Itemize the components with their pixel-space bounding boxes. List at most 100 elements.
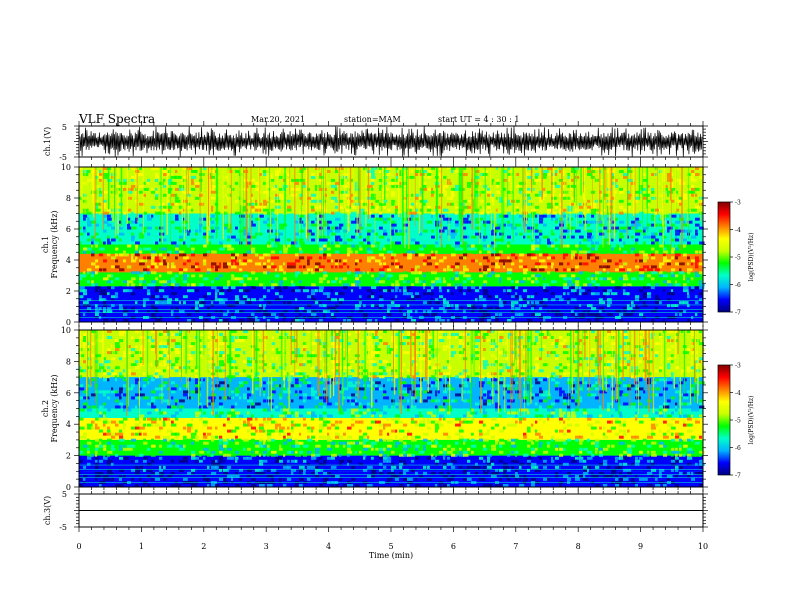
ch1-cell xyxy=(543,283,547,287)
ch1-cell xyxy=(235,277,241,281)
ch1-cell xyxy=(339,298,344,302)
ch1-cell xyxy=(311,271,315,275)
ch1-cell xyxy=(319,241,322,245)
ch2-cell xyxy=(131,336,134,339)
ch2-cell xyxy=(427,336,433,339)
ch1-cell xyxy=(443,256,447,260)
ch1-cell xyxy=(131,307,135,311)
ch1-cell xyxy=(615,178,618,182)
ch2-cell xyxy=(355,357,359,361)
ch1-cell xyxy=(439,313,443,317)
ch1-cell xyxy=(403,313,406,317)
ch2-cell xyxy=(499,351,504,355)
ch1-cell xyxy=(691,184,695,188)
ch1-cell xyxy=(387,238,391,242)
ch1-cell xyxy=(611,184,615,188)
ch1-cell xyxy=(123,307,127,311)
ch1-cell xyxy=(675,283,681,287)
ch2-cell xyxy=(475,336,480,339)
ch2-cell xyxy=(211,357,213,361)
ch1-cell xyxy=(383,214,389,218)
ch1-cell xyxy=(155,307,158,311)
ch1-cell xyxy=(251,319,256,322)
ch1-cell xyxy=(671,205,674,209)
ch2-cell xyxy=(499,372,502,376)
ch1-cell xyxy=(519,301,525,305)
ch1-cell xyxy=(463,226,467,230)
ch2-cell xyxy=(519,345,524,349)
ch1-cell xyxy=(263,301,267,305)
ch1-cell xyxy=(527,173,530,176)
ch2-cell xyxy=(115,345,121,349)
ch1-cell xyxy=(495,238,499,242)
ch1-cell xyxy=(387,277,390,281)
ch2-cell xyxy=(555,366,560,370)
ch1-cell xyxy=(147,214,150,218)
ch2-cell xyxy=(655,351,659,355)
ch1-cell xyxy=(387,304,392,308)
ch1-cell xyxy=(531,274,535,278)
ch2-cell xyxy=(179,372,183,376)
ch1-cell xyxy=(171,268,175,272)
ch1-cell xyxy=(339,190,344,194)
ch2-cell xyxy=(467,333,472,336)
ch2-cell xyxy=(667,330,672,333)
ch1-cell xyxy=(99,307,102,311)
ch1-cell xyxy=(643,193,649,197)
ch2-cell xyxy=(123,369,126,373)
ch2-cell xyxy=(159,348,162,352)
ch1-cell xyxy=(407,217,413,221)
ch1-cell xyxy=(603,268,606,272)
ch1-cell xyxy=(539,235,543,239)
ch1-cell xyxy=(223,211,228,215)
ch1-cell xyxy=(459,292,462,296)
ch2-cell xyxy=(235,339,239,343)
ch2-cell xyxy=(507,366,512,370)
ch1-cell xyxy=(543,292,547,296)
ch1-cell xyxy=(559,170,561,173)
ch2-cell xyxy=(395,375,399,379)
ch1-cell xyxy=(327,232,330,236)
ch1-cell xyxy=(483,247,488,251)
ch1-cell xyxy=(375,259,381,263)
ch1-cell xyxy=(591,220,595,224)
ch1-cell xyxy=(479,310,484,314)
ch1-cell xyxy=(363,298,368,302)
ch1-cell xyxy=(559,262,564,266)
ch1-cell xyxy=(143,286,147,290)
ch1-cell xyxy=(699,250,702,254)
ch1-cell xyxy=(159,238,162,242)
ch1-cell xyxy=(175,247,179,251)
ch1-cell xyxy=(87,214,91,218)
ch2-cell xyxy=(131,354,134,358)
ch1-cell xyxy=(499,283,504,287)
ch1-cell xyxy=(391,181,397,185)
ch1-cell xyxy=(335,292,338,296)
ch1-cell xyxy=(367,319,373,322)
ch1-cell xyxy=(131,175,137,179)
ch1-cell xyxy=(411,175,415,179)
ch1-cell xyxy=(263,295,267,299)
ch1-cell xyxy=(507,190,513,194)
ch1-cell xyxy=(399,232,405,236)
ch2-cell xyxy=(219,333,223,336)
ch2-cell xyxy=(103,375,107,379)
ch1-cell xyxy=(107,274,113,278)
ch1-cell xyxy=(115,292,119,296)
ch1-cell xyxy=(371,193,376,197)
ch1-cell xyxy=(627,196,631,200)
ch1-cell xyxy=(679,214,682,218)
ch1-cell xyxy=(463,241,468,245)
ch1-cell xyxy=(311,289,316,293)
ch2-cell xyxy=(83,342,86,346)
ch1-cell xyxy=(183,262,187,266)
ch2-cell xyxy=(607,363,612,367)
ch1-cell xyxy=(503,238,508,242)
ch2-cell xyxy=(519,336,525,339)
ch1-cell xyxy=(311,173,316,176)
ch1-cell xyxy=(627,199,631,203)
ch1-cell xyxy=(639,298,642,302)
ch1-cell xyxy=(187,190,192,194)
ch1-cell xyxy=(147,310,150,314)
ch1-cell xyxy=(231,265,237,269)
